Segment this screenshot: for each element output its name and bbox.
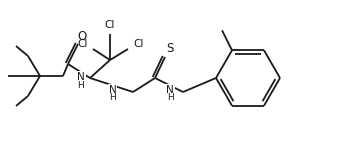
Text: O: O (77, 31, 87, 43)
Text: N: N (109, 85, 116, 95)
Text: Cl: Cl (134, 39, 144, 49)
Text: H: H (166, 93, 173, 102)
Text: N: N (77, 72, 85, 82)
Text: H: H (78, 81, 84, 90)
Text: N: N (166, 85, 174, 95)
Text: S: S (166, 43, 174, 55)
Text: Cl: Cl (105, 20, 115, 30)
Text: H: H (109, 93, 116, 102)
Text: Cl: Cl (78, 39, 88, 49)
